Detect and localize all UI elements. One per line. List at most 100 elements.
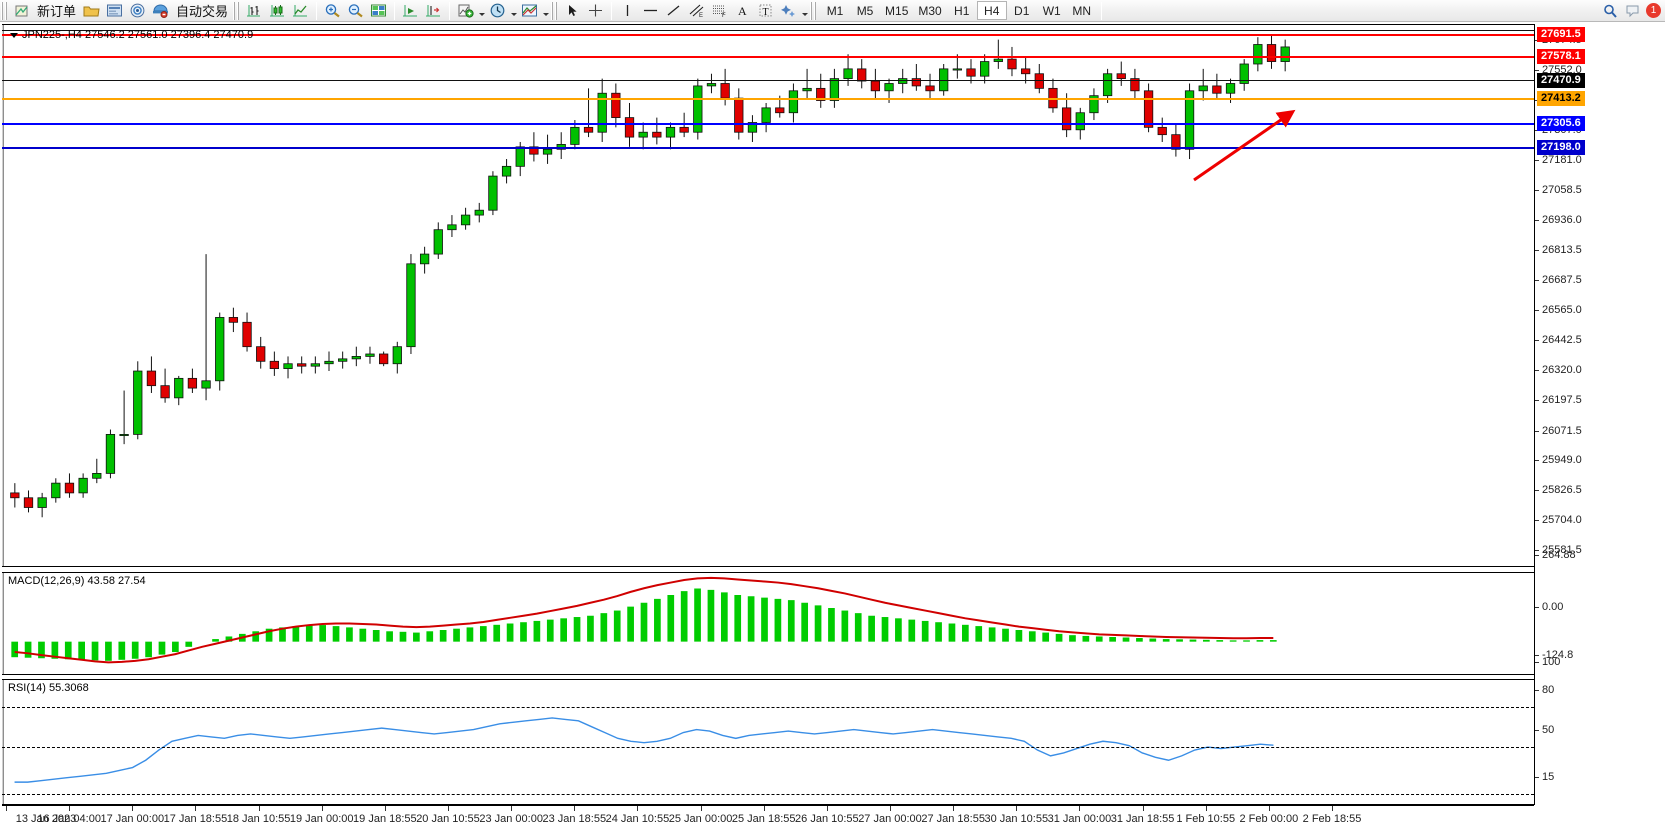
text-label-icon[interactable]: T xyxy=(754,1,777,21)
indicators-icon[interactable] xyxy=(454,1,477,21)
time-label: 30 Jan 10:55 xyxy=(984,813,1049,825)
time-label: 25 Jan 00:00 xyxy=(668,813,733,825)
rsi-level-15 xyxy=(2,794,1534,795)
auto-scroll-icon[interactable] xyxy=(399,1,422,21)
price-label-support-high[interactable]: 27305.6 xyxy=(1537,116,1585,131)
time-label: 24 Jan 10:55 xyxy=(605,813,670,825)
toolbar-separator-4 xyxy=(611,1,613,20)
macd-plot xyxy=(2,573,1534,674)
price-tick: 26687.5 xyxy=(1535,275,1582,286)
timeframe-mn[interactable]: MN xyxy=(1072,3,1092,18)
time-label: 16 Jan 04:00 xyxy=(37,813,101,825)
price-tick: 26320.0 xyxy=(1535,365,1582,376)
bar-chart-icon[interactable] xyxy=(243,1,266,21)
expert-advisor-icon[interactable] xyxy=(149,1,172,21)
search-icon[interactable] xyxy=(1598,1,1622,21)
toolbar-grip-3[interactable] xyxy=(551,1,559,20)
fibonacci-icon[interactable]: F xyxy=(708,1,731,21)
chart-title-text: JPN225-,H4 27546.2 27561.0 27396.4 27470… xyxy=(22,29,254,41)
timeframe-h4[interactable]: H4 xyxy=(976,1,1007,20)
price-tick: 25704.0 xyxy=(1535,515,1582,526)
chart-shift-end-icon[interactable] xyxy=(422,1,445,21)
time-tick xyxy=(258,806,260,811)
level-line-27578 xyxy=(2,56,1534,58)
toolbar-grip-4[interactable] xyxy=(810,1,818,20)
time-label: 26 Jan 10:55 xyxy=(795,813,859,825)
cursor-icon[interactable] xyxy=(561,1,584,21)
candlestick-chart-icon[interactable] xyxy=(266,1,289,21)
folder-icon[interactable] xyxy=(80,1,103,21)
price-label-pivot[interactable]: 27413.2 xyxy=(1537,91,1585,106)
price-label-resistance-high[interactable]: 27691.5 xyxy=(1537,27,1585,42)
price-label-resistance-mid[interactable]: 27578.1 xyxy=(1537,49,1585,64)
timeframe-w1[interactable]: W1 xyxy=(1042,3,1061,18)
time-label: 13 Jan 2023 xyxy=(15,813,77,825)
templates-icon[interactable] xyxy=(518,1,541,21)
signals-icon[interactable] xyxy=(126,1,149,21)
time-scale[interactable]: 13 Jan 2023 16 Jan 04:00 17 Jan 00:00 17 Ja… xyxy=(2,804,1534,834)
price-tick: 27552.0 xyxy=(1535,64,1582,76)
level-line-27305 xyxy=(2,123,1534,125)
time-label: 19 Jan 00:00 xyxy=(289,813,354,825)
line-chart-icon[interactable] xyxy=(289,1,312,21)
toolbar-separator xyxy=(316,1,318,20)
price-tick: 26071.5 xyxy=(1535,425,1582,437)
timeframe-d1[interactable]: D1 xyxy=(1014,3,1030,18)
periods-icon[interactable] xyxy=(486,1,509,21)
timeframe-m1[interactable]: M1 xyxy=(826,3,844,18)
toolbar-separator-5 xyxy=(1100,1,1102,20)
macd-tick: 0.00 xyxy=(1535,602,1563,613)
main-toolbar: 新订单 自动交易 xyxy=(0,0,1665,22)
periods-chevron-down-icon[interactable] xyxy=(509,2,518,20)
data-window-icon[interactable] xyxy=(103,1,126,21)
horizontal-line-icon[interactable] xyxy=(639,1,662,21)
timeframe-m5[interactable]: M5 xyxy=(856,3,874,18)
crosshair-icon[interactable] xyxy=(584,1,607,21)
time-tick xyxy=(195,806,197,811)
toolbar-grip-2[interactable] xyxy=(233,1,241,20)
macd-pane[interactable]: MACD(12,26,9) 43.58 27.54 xyxy=(2,572,1534,675)
level-line-top-black xyxy=(2,30,1534,31)
time-label: 27 Jan 18:55 xyxy=(921,813,985,825)
alerts-icon[interactable] xyxy=(1622,1,1646,21)
trendline-icon[interactable] xyxy=(662,1,685,21)
time-tick xyxy=(1142,806,1144,811)
time-label: 23 Jan 18:55 xyxy=(542,813,607,825)
time-tick xyxy=(953,806,955,811)
indicators-chevron-down-icon[interactable] xyxy=(477,2,486,20)
timeframe-m30[interactable]: M30 xyxy=(918,3,942,18)
svg-text:F: F xyxy=(722,13,726,18)
vertical-line-icon[interactable] xyxy=(616,1,639,21)
chart-title-chevron-down-icon[interactable] xyxy=(10,32,18,38)
shapes-chevron-down-icon[interactable] xyxy=(800,2,809,20)
zoom-out-icon[interactable] xyxy=(344,1,367,21)
rsi-series xyxy=(14,717,1274,783)
toolbar-grip[interactable] xyxy=(1,1,8,20)
rsi-label: RSI(14) 55.3068 xyxy=(8,682,89,694)
price-label-support-low[interactable]: 27198.0 xyxy=(1537,140,1585,155)
price-tick: 27181.0 xyxy=(1535,155,1582,166)
price-pane[interactable]: JPN225-,H4 27546.2 27561.0 27396.4 27470… xyxy=(2,24,1534,567)
level-line-27198 xyxy=(2,147,1534,149)
templates-chevron-down-icon[interactable] xyxy=(541,2,550,20)
time-tick xyxy=(1268,806,1270,811)
autotrading-button[interactable]: 自动交易 xyxy=(176,4,229,19)
rsi-tick: 80 xyxy=(1535,685,1554,696)
time-label: 2 Feb 18:55 xyxy=(1302,813,1362,825)
time-tick xyxy=(321,806,323,811)
price-tick: 27058.5 xyxy=(1535,185,1582,196)
rsi-tick: 50 xyxy=(1535,725,1554,736)
timeframe-h1[interactable]: H1 xyxy=(954,3,970,18)
price-label-last-price[interactable]: 27470.9 xyxy=(1537,73,1585,88)
shapes-icon[interactable] xyxy=(777,1,800,21)
chart-shift-icon[interactable] xyxy=(367,1,390,21)
text-icon[interactable]: A xyxy=(731,1,754,21)
price-scale[interactable]: 27674.527552.027429.527307.027181.027058… xyxy=(1534,24,1665,805)
zoom-in-icon[interactable] xyxy=(321,1,344,21)
new-order-button[interactable]: 新订单 xyxy=(37,4,77,19)
rsi-pane[interactable]: RSI(14) 55.3068 xyxy=(2,679,1534,805)
timeframe-m15[interactable]: M15 xyxy=(885,3,909,18)
equidistant-channel-icon[interactable]: E xyxy=(685,1,708,21)
new-order-icon[interactable] xyxy=(11,1,33,21)
notification-badge[interactable]: 1 xyxy=(1646,3,1661,18)
